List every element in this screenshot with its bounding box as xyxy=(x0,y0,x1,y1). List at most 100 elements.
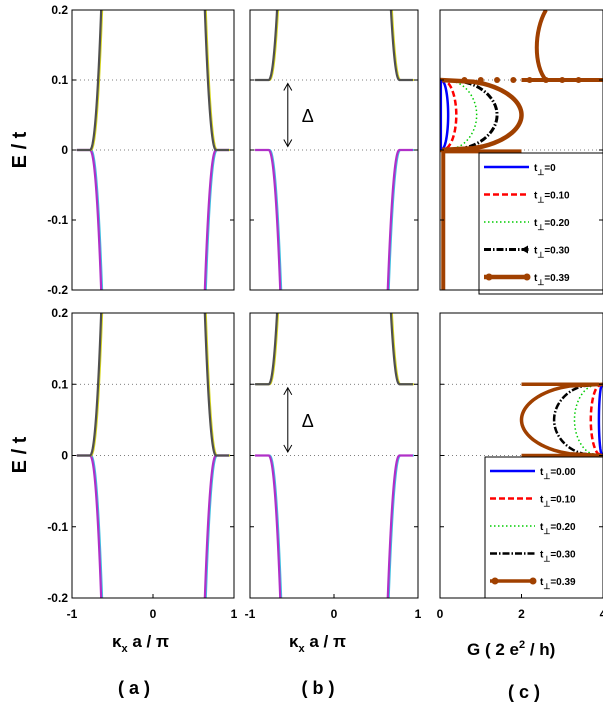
y-tick-label: -0.2 xyxy=(47,283,68,297)
panel-bot-a: 0.2 0.1 0 -0.1 -0.2 -1 0 1 xyxy=(47,306,237,621)
legend-label-t: t xyxy=(540,495,544,506)
valence-band xyxy=(76,148,103,290)
legend-marker xyxy=(491,577,499,585)
conduction-band xyxy=(76,313,103,457)
x-tick-label: 2 xyxy=(518,607,525,621)
conduction-band xyxy=(76,10,103,152)
plot-area xyxy=(440,10,603,290)
conductance-rest: / h) xyxy=(525,640,555,659)
panel-bot-b: Δ -1 0 1 xyxy=(245,312,422,621)
y-tick-label: 0.1 xyxy=(51,377,68,391)
plot-area xyxy=(76,313,231,598)
legend-label-sub: ⊥ xyxy=(537,223,544,232)
gap-arrow-head-up xyxy=(283,82,293,91)
plot-area xyxy=(519,382,603,458)
x-tick-label: -1 xyxy=(245,607,256,621)
panel-bot-c: t⊥=0.00t⊥=0.10t⊥=0.20t⊥=0.30t⊥=0.39024 xyxy=(437,312,603,621)
y-tick-label: 0.1 xyxy=(51,73,68,87)
legend-box xyxy=(478,152,603,295)
x-tick-label: 1 xyxy=(415,607,422,621)
conduction-band xyxy=(255,10,279,82)
conductance-curve xyxy=(440,79,478,151)
conduction-band xyxy=(203,313,230,457)
legend-label-sub: ⊥ xyxy=(537,278,544,287)
conductance-superscript: 2 xyxy=(519,639,525,651)
panels: 0.20.10-0.1-0.2Δt⊥=0t⊥=0.10t⊥=0.20t⊥=0.3… xyxy=(47,3,603,621)
legend-label-t: t xyxy=(534,246,538,257)
conduction-band xyxy=(255,313,279,386)
legend-label-value: =0.10 xyxy=(544,191,570,202)
x-axis-label-c: G ( 2 e2 / h) xyxy=(467,639,555,659)
kappa-symbol: κ xyxy=(112,632,122,651)
legend-label-sub: ⊥ xyxy=(543,582,550,591)
legend-marker xyxy=(529,577,537,585)
legend-label-t: t xyxy=(534,273,538,284)
conductance-curve xyxy=(552,383,603,457)
panel-top-b: Δ xyxy=(249,9,419,291)
x-tick-label: 0 xyxy=(331,607,338,621)
marker-dot xyxy=(559,77,566,83)
kappa-rest: a / π xyxy=(305,632,346,651)
panel-top-c: t⊥=0t⊥=0.10t⊥=0.20t⊥=0.30t⊥=0.39 xyxy=(439,9,603,295)
legend-label-value: =0.30 xyxy=(550,550,576,561)
plot-area xyxy=(255,313,414,598)
legend-label-value: =0 xyxy=(544,163,556,174)
y-tick-label: -0.2 xyxy=(47,591,68,605)
plot-area xyxy=(76,10,231,290)
plot-area xyxy=(255,10,414,290)
legend-box xyxy=(484,456,603,599)
y-tick-label: 0 xyxy=(61,449,68,463)
x-tick-label: 0 xyxy=(437,607,444,621)
gap-delta-label: Δ xyxy=(302,106,314,126)
legend-label-t: t xyxy=(534,163,538,174)
conductance-curve xyxy=(440,77,524,153)
x-tick-label: 0 xyxy=(150,607,157,621)
conduction-band-shadow xyxy=(204,10,231,151)
legend-label-sub: ⊥ xyxy=(543,555,550,564)
legend-marker xyxy=(521,245,528,254)
kappa-symbol: κ xyxy=(289,632,299,651)
valence-band xyxy=(203,148,230,290)
x-tick-label: 4 xyxy=(600,607,603,621)
legend-label: t⊥=0.39 xyxy=(534,273,570,287)
y-tick-label: 0.2 xyxy=(51,3,68,17)
legend-label-value: =0.10 xyxy=(550,495,576,506)
y-tick-label: 0.2 xyxy=(51,306,68,320)
y-tick-label: -0.1 xyxy=(47,520,68,534)
legend-label-sub: ⊥ xyxy=(543,500,550,509)
conductance-curve xyxy=(573,383,603,457)
valence-band xyxy=(386,148,413,290)
conduction-band xyxy=(203,10,230,152)
marker-dot xyxy=(526,77,533,83)
legend-label-value: =0.20 xyxy=(550,522,576,533)
legend-label-value: =0.30 xyxy=(544,246,570,257)
conductance-curve xyxy=(589,383,603,457)
legend-marker xyxy=(485,273,493,281)
legend-label-value: =0.39 xyxy=(550,577,576,588)
legend-label-sub: ⊥ xyxy=(537,196,544,205)
panel-label-a: ( a ) xyxy=(118,678,150,698)
legend-label: t⊥=0.00 xyxy=(540,467,576,481)
conductance-t039-lower xyxy=(441,149,522,290)
gap-arrow-head-up xyxy=(283,386,293,396)
gap-arrow-head-down xyxy=(283,444,293,453)
kappa-rest: a / π xyxy=(128,632,169,651)
conduction-band-shadow xyxy=(204,313,231,457)
legend-label-sub: ⊥ xyxy=(537,251,544,260)
conductance-curve xyxy=(597,383,603,457)
legend-label-t: t xyxy=(534,218,538,229)
panel-top-a: 0.2 0.1 0 -0.1 -0.2 xyxy=(47,3,235,297)
legend: t⊥=0.00t⊥=0.10t⊥=0.20t⊥=0.30t⊥=0.39 xyxy=(484,456,603,599)
valence-band-shadow xyxy=(387,454,414,598)
x-axis-label-b: κx a / π xyxy=(289,632,346,655)
y-tick-label: -0.1 xyxy=(47,213,68,227)
legend-label-sub: ⊥ xyxy=(543,472,550,481)
kappa-subscript: x xyxy=(121,643,128,655)
conductance-curve xyxy=(440,78,450,152)
marker-dot xyxy=(461,77,468,83)
valence-band-shadow xyxy=(204,149,231,290)
conductance-curve xyxy=(519,382,603,458)
valence-band-shadow xyxy=(387,149,414,290)
legend-label: t⊥=0.30 xyxy=(540,550,576,564)
